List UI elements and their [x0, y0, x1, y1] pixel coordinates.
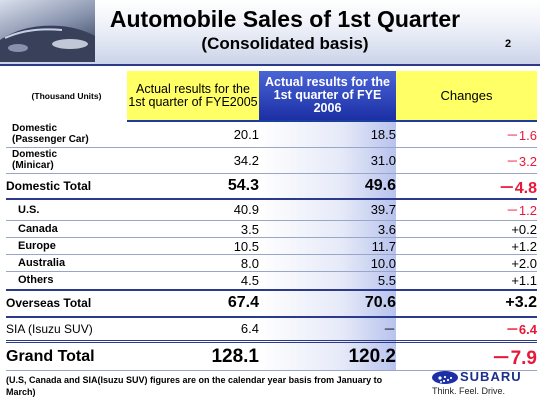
page-number: 2 [505, 38, 512, 50]
cell-fye2005: 10.5 [127, 237, 259, 255]
cell-fye2006: 70.6 [259, 289, 396, 318]
cell-fye2005: 3.5 [127, 220, 259, 238]
table-row: Europe 10.5 11.7 +1.2 [6, 237, 537, 255]
cell-fye2005: 54.3 [127, 173, 259, 200]
cell-fye2005: 4.5 [127, 271, 259, 291]
row-label: Domestic (Minicar) [6, 147, 127, 174]
table-row: U.S. 40.9 39.7 －1.2 [6, 198, 537, 221]
table-row: Others 4.5 5.5 +1.1 [6, 271, 537, 291]
column-header-fye2005: Actual results for the 1st quarter of FY… [127, 71, 259, 122]
cell-fye2005: 20.1 [127, 121, 259, 148]
cell-change: +0.2 [396, 220, 537, 238]
cell-change: +1.2 [396, 237, 537, 255]
row-label: Domestic Total [6, 173, 127, 200]
cell-fye2005: 40.9 [127, 198, 259, 221]
row-label: Domestic (Passenger Car) [6, 121, 127, 148]
column-header-changes: Changes [396, 71, 537, 122]
cell-fye2006: 11.7 [259, 237, 396, 255]
header-divider [0, 64, 540, 66]
cell-change: +1.1 [396, 271, 537, 291]
cell-change: －3.2 [396, 147, 537, 174]
table-row: Domestic (Minicar) 34.2 31.0 －3.2 [6, 147, 537, 174]
cell-fye2006: 39.7 [259, 198, 396, 221]
cell-change: －4.8 [396, 173, 537, 200]
subaru-logo-icon [432, 371, 458, 384]
column-header-fye2006: Actual results for the 1st quarter of FY… [259, 71, 396, 122]
cell-change: －1.2 [396, 198, 537, 221]
row-label: SIA (Isuzu SUV) [6, 316, 127, 343]
cell-change: +2.0 [396, 254, 537, 272]
cell-change: －6.4 [396, 316, 537, 343]
cell-fye2006: 3.6 [259, 220, 396, 238]
cell-fye2006: 5.5 [259, 271, 396, 291]
cell-change: －1.6 [396, 121, 537, 148]
row-label: Canada [6, 220, 127, 238]
cell-fye2006: 120.2 [259, 341, 396, 371]
cell-fye2005: 8.0 [127, 254, 259, 272]
brand-name: SUBARU [460, 369, 522, 384]
row-label: Grand Total [6, 341, 127, 371]
brand-tagline: Think. Feel. Drive. [432, 386, 506, 396]
table-row-grand-total: Grand Total 128.1 120.2 －7.9 [6, 341, 537, 371]
footnote: (U.S, Canada and SIA(Isuzu SUV) figures … [6, 375, 383, 397]
row-label: Overseas Total [6, 289, 127, 318]
table-header-row: (Thousand Units) Actual results for the … [6, 71, 537, 122]
row-label: Europe [6, 237, 127, 255]
row-label: Australia [6, 254, 127, 272]
cell-fye2005: 128.1 [127, 341, 259, 371]
car-photo [0, 0, 95, 62]
cell-change: －7.9 [396, 341, 537, 371]
cell-change: +3.2 [396, 289, 537, 318]
cell-fye2006: 49.6 [259, 173, 396, 200]
sales-table: (Thousand Units) Actual results for the … [6, 71, 537, 371]
cell-fye2006: － [259, 316, 396, 343]
page-subtitle: (Consolidated basis) [201, 34, 369, 53]
cell-fye2006: 31.0 [259, 147, 396, 174]
row-label: U.S. [6, 198, 127, 221]
table-row: Australia 8.0 10.0 +2.0 [6, 254, 537, 272]
row-label: Others [6, 271, 127, 291]
page-title: Automobile Sales of 1st Quarter [109, 6, 461, 32]
table-row: Domestic (Passenger Car) 20.1 18.5 －1.6 [6, 121, 537, 148]
cell-fye2005: 34.2 [127, 147, 259, 174]
table-row: Domestic Total 54.3 49.6 －4.8 [6, 173, 537, 200]
table-row: Overseas Total 67.4 70.6 +3.2 [6, 289, 537, 318]
table-row: Canada 3.5 3.6 +0.2 [6, 220, 537, 238]
cell-fye2005: 67.4 [127, 289, 259, 318]
cell-fye2005: 6.4 [127, 316, 259, 343]
car-photo-illustration [0, 25, 95, 62]
table-row: SIA (Isuzu SUV) 6.4 － －6.4 [6, 316, 537, 343]
cell-fye2006: 10.0 [259, 254, 396, 272]
units-label: (Thousand Units) [31, 91, 102, 101]
subaru-stars-icon [438, 375, 453, 383]
cell-fye2006: 18.5 [259, 121, 396, 148]
